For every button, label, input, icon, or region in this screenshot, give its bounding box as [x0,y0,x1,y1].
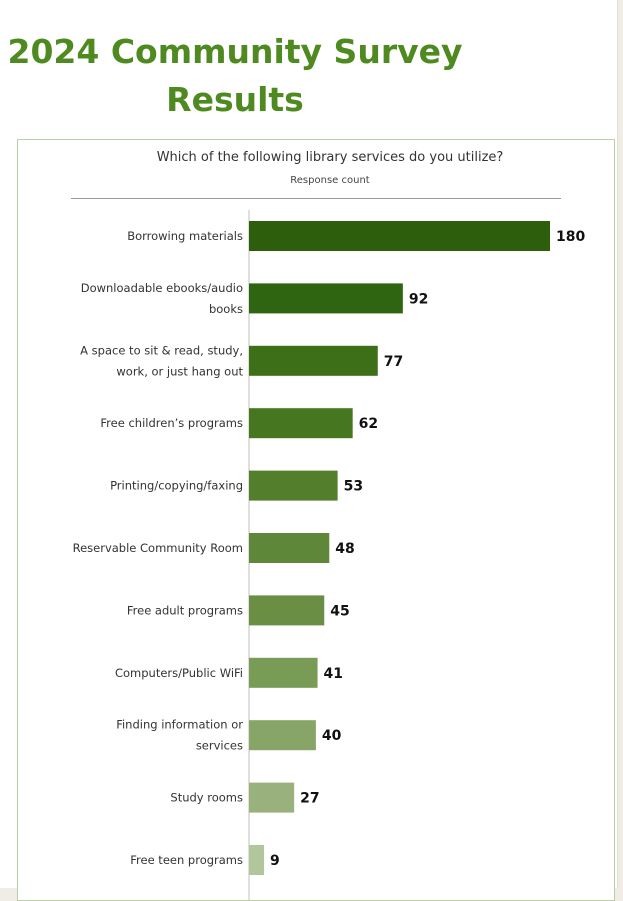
chart-panel: Which of the following library services … [17,139,615,901]
bar [249,782,295,813]
category-label: Finding information or [116,718,243,732]
bar [249,345,378,376]
chart-subtitle: Response count [290,175,370,186]
category-label: Borrowing materials [127,229,243,243]
bar-value-label: 62 [359,416,378,432]
category-label: Computers/Public WiFi [115,666,243,680]
bar-chart: 180 Borrowing materials 92 Downloadable ebo… [73,210,585,900]
category-label: A space to sit & read, study, [80,343,243,357]
bar [249,221,550,251]
category-label: Printing/copying/faxing [110,479,243,493]
category-label: Free teen programs [130,853,243,867]
bar-value-label: 92 [409,291,428,307]
bar-value-label: 27 [300,791,319,807]
category-label: Free children’s programs [100,416,243,430]
bar-value-label: 40 [322,728,342,744]
bar-value-label: 41 [324,666,343,682]
chart-title: Which of the following library services … [156,150,504,165]
bar [249,720,316,751]
bar [249,408,353,439]
category-label: Reservable Community Room [73,541,243,555]
bar-value-label: 77 [384,354,403,370]
category-label: Study rooms [170,791,243,805]
category-label: books [209,302,243,316]
bar-value-label: 48 [335,541,354,557]
bar [249,595,325,626]
title-divider [71,198,561,199]
bar-value-label: 45 [330,603,349,619]
bar-value-label: 180 [556,229,585,245]
page-title: 2024 Community Survey Results [7,32,463,119]
category-label: work, or just hang out [116,364,243,378]
bar [249,533,330,563]
bar-value-label: 53 [344,479,363,495]
bar [249,657,318,688]
bar [249,283,403,314]
bar [249,470,338,501]
category-label: services [196,739,243,753]
category-label: Free adult programs [127,603,243,617]
bar-value-label: 9 [270,853,280,869]
category-label: Downloadable ebooks/audio [81,281,243,295]
bar [249,845,265,875]
